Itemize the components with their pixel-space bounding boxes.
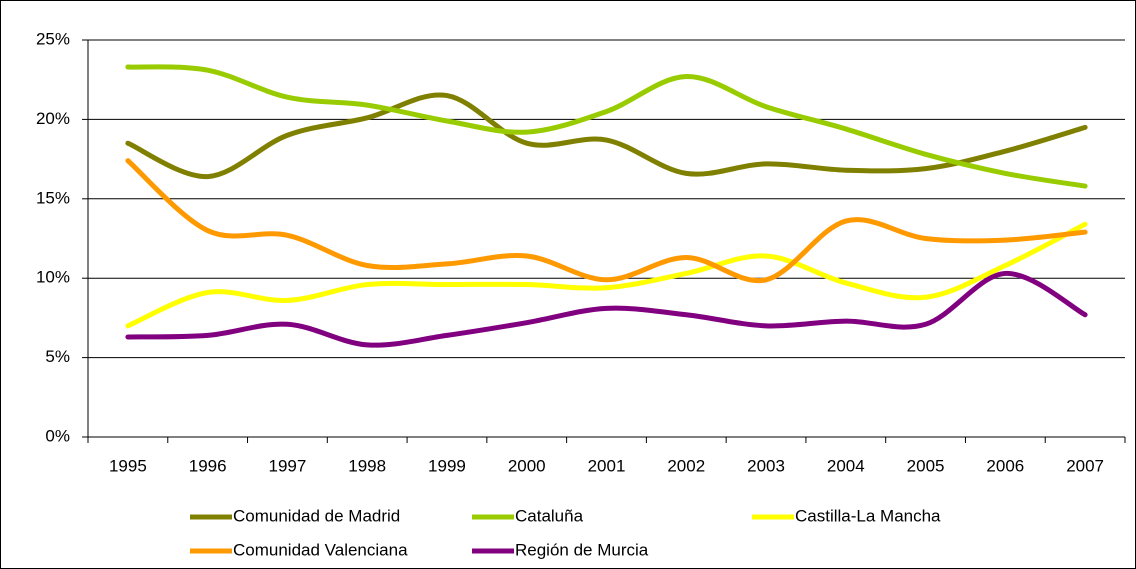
x-tick-label: 1997 [269, 456, 307, 475]
y-tick-label: 25% [36, 29, 70, 48]
series-line [125, 221, 1088, 329]
legend-label: Comunidad de Madrid [233, 506, 400, 525]
x-tick-label: 2004 [827, 456, 865, 475]
x-tick-label: 1995 [109, 456, 147, 475]
series-line [125, 64, 1088, 189]
y-tick-label: 5% [45, 347, 70, 366]
x-tick-label: 2001 [588, 456, 626, 475]
legend-label: Cataluña [515, 506, 584, 525]
y-tick-label: 10% [36, 268, 70, 287]
series-line [125, 270, 1088, 348]
series-line [125, 158, 1088, 284]
x-tick-label: 2005 [907, 456, 945, 475]
legend-label: Región de Murcia [515, 540, 649, 559]
x-tick-label: 2000 [508, 456, 546, 475]
x-tick-label: 2007 [1066, 456, 1104, 475]
y-tick-label: 0% [45, 426, 70, 445]
x-tick-label: 1996 [189, 456, 227, 475]
y-tick-label: 15% [36, 188, 70, 207]
x-tick-label: 1999 [428, 456, 466, 475]
x-tick-label: 1998 [348, 456, 386, 475]
legend-label: Comunidad Valenciana [233, 540, 408, 559]
legend-label: Castilla-La Mancha [795, 506, 941, 525]
x-tick-label: 2002 [667, 456, 705, 475]
y-tick-label: 20% [36, 109, 70, 128]
x-tick-label: 2006 [986, 456, 1024, 475]
series-line [125, 92, 1088, 180]
x-tick-label: 2003 [747, 456, 785, 475]
